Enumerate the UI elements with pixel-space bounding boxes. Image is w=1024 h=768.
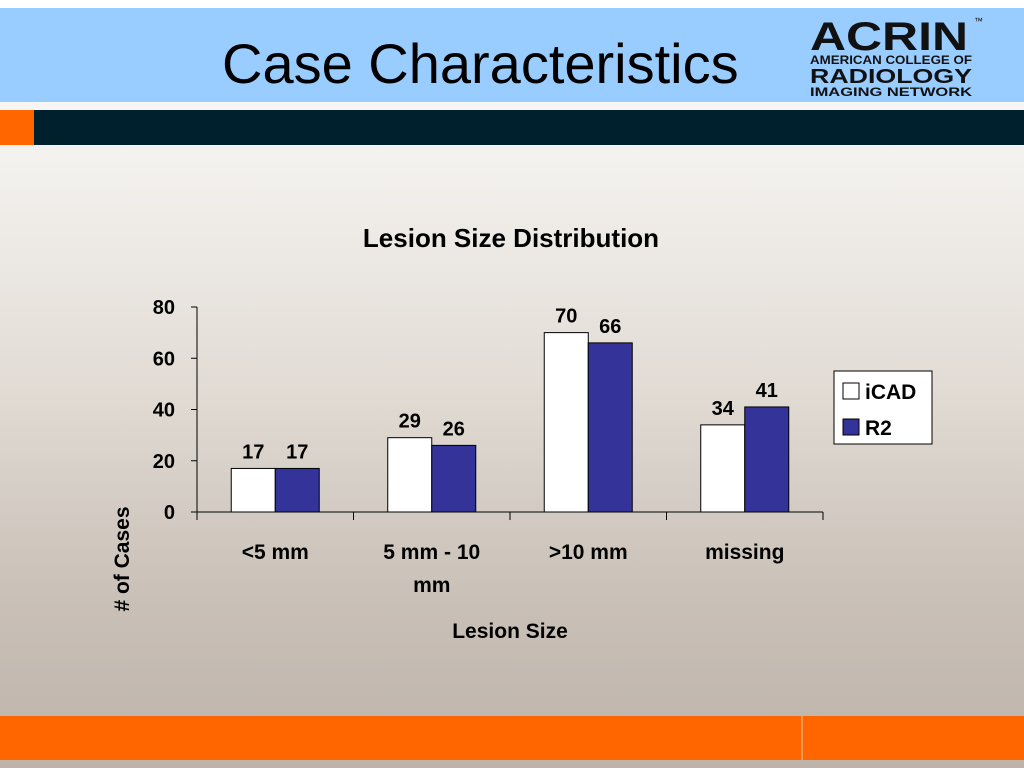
dark-divider-bar	[0, 110, 1024, 145]
bar-r2	[744, 406, 790, 513]
y-tick-label: 60	[153, 348, 175, 370]
logo-line-1: AMERICAN COLLEGE OF	[810, 55, 972, 67]
data-label: 29	[399, 411, 421, 433]
legend-label-icad: iCAD	[865, 381, 916, 404]
orange-accent-tab	[0, 110, 34, 145]
chart-title: Lesion Size Distribution	[363, 223, 659, 253]
x-axis-label: Lesion Size	[452, 620, 568, 643]
bar-r2	[587, 342, 633, 513]
data-label: 70	[555, 306, 577, 328]
data-label: 41	[756, 380, 778, 402]
y-tick-label: 20	[153, 451, 175, 473]
bar-icad	[543, 332, 589, 513]
footer-divider	[801, 716, 803, 760]
legend-label-r2: R2	[865, 417, 892, 440]
logo-line-2: RADIOLOGY	[810, 66, 973, 88]
data-label: 17	[286, 441, 308, 463]
logo-wordmark: ACRIN	[810, 15, 968, 59]
plot-area: 0 20 40 60 80 <5 mm 5 mm - 10 mm >10 mm missing 17…	[153, 297, 824, 597]
x-tick-label: <5 mm	[242, 541, 309, 564]
data-label: 17	[242, 441, 264, 463]
acrin-logo: ACRIN ™ AMERICAN COLLEGE OF RADIOLOGY IM…	[810, 15, 983, 99]
lesion-size-chart: Lesion Size Distribution # of Cases Lesi…	[111, 223, 933, 643]
footer-bar	[0, 716, 1024, 760]
y-tick-label: 0	[164, 502, 175, 524]
bar-r2	[431, 444, 477, 513]
data-label: 66	[599, 316, 621, 338]
bar-icad	[230, 467, 276, 513]
x-tick-label: 5 mm - 10	[383, 541, 480, 564]
y-tick-label: 40	[153, 400, 175, 422]
logo-line-3: IMAGING NETWORK	[810, 87, 973, 99]
logo-trademark: ™	[974, 16, 983, 26]
legend-swatch-icad	[842, 382, 860, 400]
x-tick-label: mm	[413, 574, 450, 597]
slide-title: Case Characteristics	[222, 32, 739, 95]
bar-icad	[700, 424, 746, 513]
y-axis-label: # of Cases	[111, 506, 134, 611]
y-tick-label: 80	[153, 297, 175, 319]
header-band	[0, 8, 1024, 102]
legend-swatch-r2	[842, 418, 860, 436]
data-label: 34	[712, 398, 735, 420]
legend: iCAD R2	[833, 370, 933, 445]
bar-r2	[274, 467, 320, 513]
data-label: 26	[443, 418, 465, 440]
x-tick-label: >10 mm	[549, 541, 628, 564]
x-tick-label: missing	[705, 541, 784, 564]
bar-icad	[387, 437, 433, 513]
